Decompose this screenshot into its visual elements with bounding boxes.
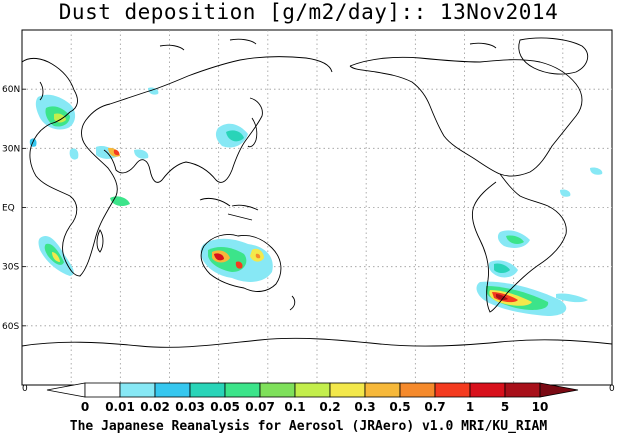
colorbar-box (259, 382, 296, 398)
coast-japan (247, 117, 258, 148)
colorbar-level-label: 0.02 (140, 400, 170, 414)
colorbar-box (399, 382, 436, 398)
colorbar-level-label: 0.05 (210, 400, 240, 414)
dust-patch-atlantic (560, 189, 571, 197)
map-title: Dust deposition [g/m2/day]:: 13Nov2014 (58, 0, 559, 24)
lat-label: 60N (2, 85, 20, 95)
colorbar-box (294, 382, 331, 398)
colorbar-level-label: 10 (532, 400, 549, 414)
coast-arctic-islands (159, 38, 497, 51)
colorbar-level-label: 0.07 (245, 400, 275, 414)
colorbar-box (329, 382, 366, 398)
colorbar-box (504, 382, 541, 398)
colorbar-box (469, 382, 506, 398)
coast-uk (39, 81, 44, 101)
colorbar-level-label: 0.01 (105, 400, 135, 414)
colorbar-box (84, 382, 121, 398)
colorbar-level-label: 0.7 (424, 400, 445, 414)
dust-patch-gulf-core (113, 149, 120, 156)
dust-patch-pilbara-core (214, 253, 224, 261)
lat-label: EQ (2, 204, 15, 214)
coast-australia (200, 234, 282, 292)
dust-patch-south-atlantic (556, 293, 588, 303)
coast-asia-north (109, 56, 333, 105)
colorbar-level-label: 0 (81, 400, 89, 414)
colorbar-box (119, 382, 156, 398)
colorbar-level-label: 0.1 (284, 400, 305, 414)
coast-north-america (349, 56, 583, 177)
colorbar-level-label: 1 (466, 400, 474, 414)
coast-madagascar (96, 229, 104, 253)
dust-patch-chaco-core (506, 235, 524, 244)
dust-patch-pampas-core (494, 263, 510, 273)
dust-patch-patagonia-core (496, 294, 508, 301)
coast-south-asia (103, 97, 263, 183)
lat-label: 30N (2, 144, 20, 154)
coast-europe-africa (21, 57, 118, 277)
dust-patch-india (134, 149, 149, 159)
edge-label-left: 0 (22, 384, 28, 394)
lat-label: 30S (2, 263, 19, 273)
colorbar-level-label: 0.5 (389, 400, 410, 414)
colorbar-box (189, 382, 226, 398)
coast-south-america (471, 173, 567, 313)
dust-patch-caribbean (590, 167, 603, 175)
dust-shading (29, 87, 603, 316)
colorbar-right-arrow (539, 382, 579, 398)
colorbar-box (224, 382, 261, 398)
colorbar: 0 0.01 0.02 0.03 0.05 0.07 0.1 0.2 0.3 0.5 0.7 1 5 10 (46, 382, 579, 414)
colorbar-level-label: 0.2 (319, 400, 340, 414)
colorbar-box (154, 382, 191, 398)
dust-patch-nw-africa (29, 138, 37, 147)
credit-line: The Japanese Reanalysis for Aerosol (JRA… (69, 419, 548, 434)
dust-patch-lake-eyre-core (255, 253, 261, 259)
colorbar-level-label: 5 (501, 400, 509, 414)
dust-patch-east-africa (110, 196, 130, 206)
edge-label-right: 0 (609, 384, 615, 394)
coast-greenland (518, 37, 589, 75)
colorbar-level-label: 0.3 (354, 400, 375, 414)
coast-antarctica (21, 337, 613, 348)
coast-new-zealand (289, 295, 296, 311)
dust-patch-sahara (69, 148, 79, 160)
colorbar-box (434, 382, 471, 398)
coastlines (21, 37, 613, 348)
dust-patch-central-core (235, 261, 243, 269)
coast-indonesia (199, 197, 259, 221)
dust-patch-italy (54, 113, 66, 123)
lat-label: 60S (2, 322, 19, 332)
latitude-labels: 60N 30N EQ 30S 60S (2, 85, 26, 332)
dust-patch-kalahari (52, 252, 60, 262)
colorbar-level-label: 0.03 (175, 400, 205, 414)
dust-patch-east-china (226, 130, 244, 142)
colorbar-box (364, 382, 401, 398)
